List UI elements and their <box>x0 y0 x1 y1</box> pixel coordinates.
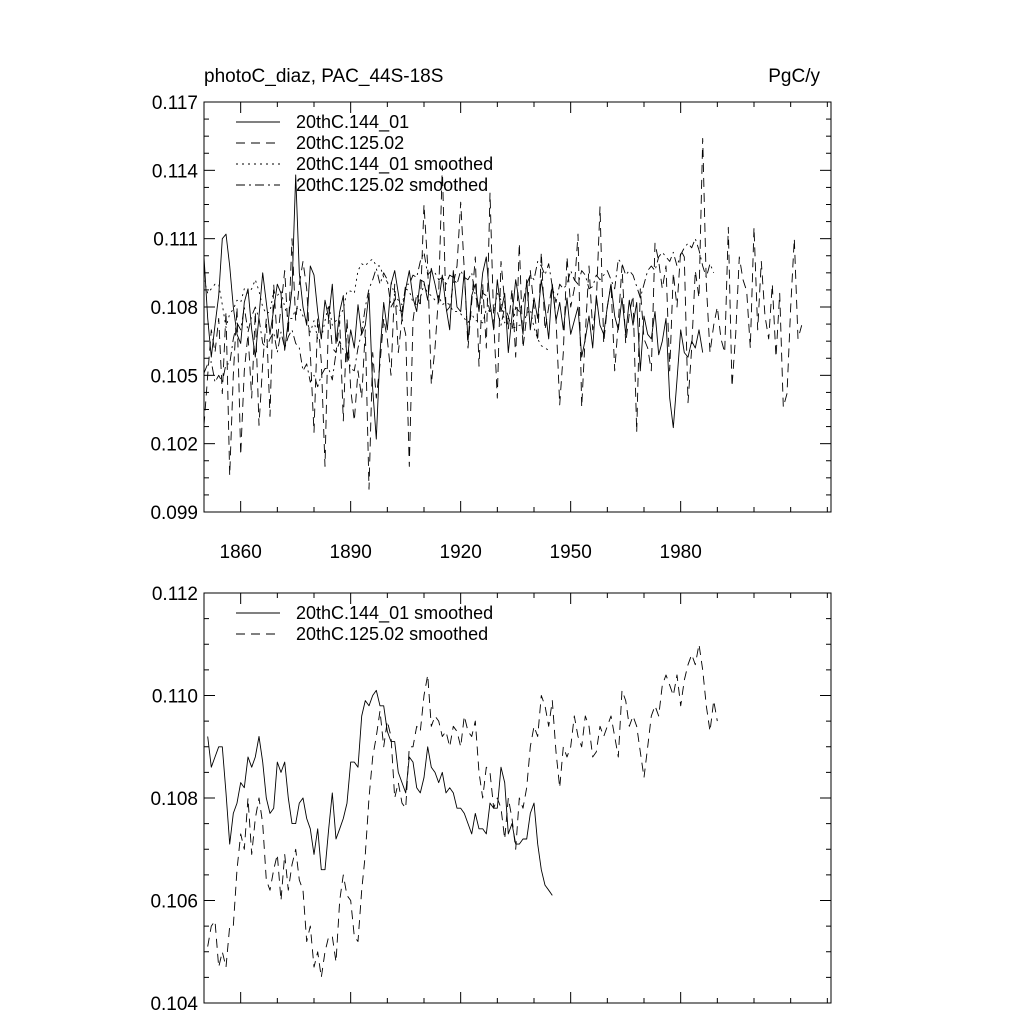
top-y-tick-label: 0.117 <box>152 93 198 114</box>
bottom-y-tick-label: 0.106 <box>150 892 198 913</box>
top-y-tick-label: 0.099 <box>150 503 198 524</box>
top-x-tick-label: 1980 <box>660 542 702 563</box>
top-y-tick-label: 0.108 <box>150 298 198 319</box>
top-chart-panel: photoC_diaz, PAC_44S-18S PgC/y 0.099 0.10… <box>150 66 832 563</box>
top-y-tick-label: 0.111 <box>153 230 198 251</box>
top-series-line-2 <box>204 137 803 490</box>
top-legend-label-3: 20thC.144_01 smoothed <box>296 154 493 175</box>
top-chart-title: photoC_diaz, PAC_44S-18S <box>204 66 443 87</box>
top-x-tick-label: 1860 <box>220 542 262 563</box>
bottom-series-line-1 <box>207 689 553 896</box>
top-chart-units-label: PgC/y <box>768 66 820 87</box>
bottom-legend-label-2: 20thC.125.02 smoothed <box>296 624 488 644</box>
top-legend-label-1: 20thC.144_01 <box>296 112 409 133</box>
bottom-series-line-2 <box>207 643 718 978</box>
bottom-y-tick-label: 0.108 <box>150 789 198 810</box>
bottom-y-tick-label: 0.104 <box>150 994 198 1015</box>
top-legend-label-4: 20thC.125.02 smoothed <box>296 175 488 195</box>
top-series-line-4 <box>204 238 715 388</box>
top-x-tick-label: 1950 <box>550 542 592 563</box>
top-series-line-1 <box>204 174 704 440</box>
top-y-tick-label: 0.114 <box>152 161 199 182</box>
bottom-y-tick-label: 0.112 <box>152 584 198 605</box>
top-y-tick-label: 0.102 <box>150 435 198 456</box>
top-legend-label-2: 20thC.125.02 <box>296 133 404 153</box>
top-y-tick-label: 0.105 <box>150 366 198 387</box>
bottom-legend-label-1: 20thC.144_01 smoothed <box>296 603 493 624</box>
top-x-tick-label: 1890 <box>330 542 372 563</box>
top-x-tick-label: 1920 <box>440 542 482 563</box>
bottom-plot-frame <box>203 592 832 1004</box>
bottom-chart-panel: 0.104 0.106 0.108 0.110 0.112 20thC.144_01 sm… <box>150 584 832 1015</box>
bottom-y-tick-label: 0.110 <box>152 687 198 708</box>
